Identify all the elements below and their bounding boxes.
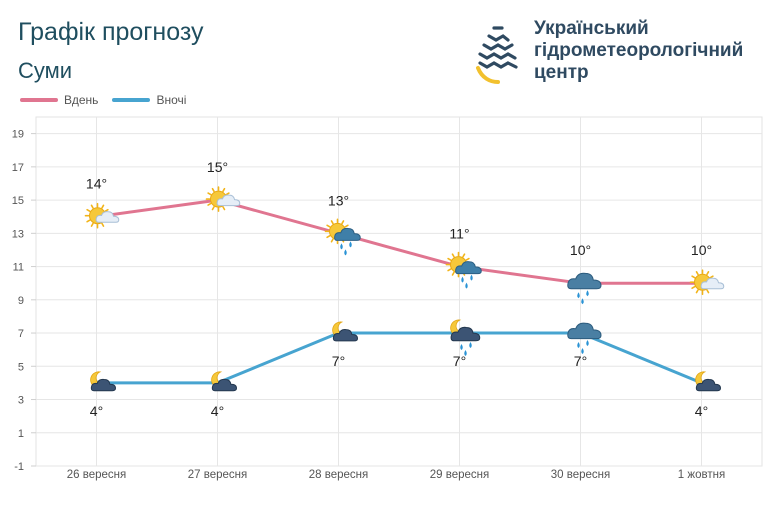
y-tick-label: 9	[18, 295, 24, 307]
logo-line-3: центр	[534, 62, 589, 83]
chart-legend: Вдень Вночі	[20, 93, 200, 107]
y-tick-label: 19	[12, 129, 24, 141]
y-tick-label: 11	[13, 262, 24, 274]
night-temp-label: 4°	[695, 403, 708, 419]
plot-frame	[35, 116, 763, 467]
x-tick-label: 28 вересня	[309, 469, 368, 481]
chart-title: Графік прогнозу	[18, 18, 204, 46]
day-temp-label: 11°	[449, 226, 469, 242]
legend-label-day: Вдень	[64, 93, 99, 107]
ukrhydromet-logo: Український гідрометеорологічний центр	[470, 18, 770, 88]
y-tick-label: 1	[18, 428, 24, 440]
y-tick-label: 13	[12, 228, 24, 240]
night-temp-label: 4°	[90, 403, 103, 419]
sun-cloud-icon	[689, 269, 725, 295]
y-tick-label: 5	[18, 361, 24, 373]
moon-rain-cloud-icon	[450, 319, 481, 357]
moon-cloud-icon	[90, 371, 117, 392]
day-temp-label: 10°	[691, 242, 712, 258]
x-tick-label: 27 вересня	[188, 469, 247, 481]
y-tick-label: 17	[12, 162, 24, 174]
day-temp-label: 10°	[570, 242, 591, 258]
night-series-line	[96, 331, 703, 385]
day-series-line	[96, 198, 702, 285]
rain-cloud-icon	[567, 272, 602, 305]
rain-cloud-icon	[567, 322, 602, 355]
legend-swatch-night	[112, 98, 151, 102]
logo-text: Український гідрометеорологічний центр	[534, 18, 743, 84]
moon-cloud-icon	[695, 371, 722, 392]
day-temp-label: 15°	[207, 159, 228, 175]
city-name: Суми	[18, 58, 73, 83]
legend-item-night[interactable]: Вночі	[112, 93, 186, 107]
x-tick-label: 30 вересня	[551, 469, 610, 481]
legend-item-day[interactable]: Вдень	[20, 93, 98, 107]
night-temp-label: 7°	[332, 353, 345, 369]
x-tick-label: 1 жовтня	[678, 469, 725, 481]
night-temp-label: 4°	[211, 403, 224, 419]
sun-cloud-icon	[84, 202, 120, 229]
moon-cloud-icon	[332, 321, 359, 342]
night-temp-label: 7°	[574, 353, 587, 369]
y-tick-label: 15	[12, 195, 24, 207]
y-tick-label: -1	[14, 461, 24, 473]
y-tick-label: 7	[18, 328, 24, 340]
day-temp-label: 13°	[328, 192, 349, 208]
logo-line-2: гідрометеорологічний	[534, 40, 744, 61]
x-tick-label: 29 вересня	[430, 469, 489, 481]
legend-label-night: Вночі	[156, 93, 187, 107]
x-tick-label: 26 вересня	[67, 469, 126, 481]
legend-swatch-day	[20, 98, 58, 102]
sun-cloud-icon	[205, 186, 241, 212]
day-temp-label: 14°	[86, 176, 107, 192]
sun-rain-cloud-icon	[324, 218, 361, 256]
y-tick-label: 3	[18, 395, 24, 407]
night-temp-label: 7°	[453, 353, 466, 369]
sun-rain-cloud-icon	[445, 251, 482, 289]
logo-line-1: Український	[534, 18, 649, 39]
drop-logo-icon	[476, 20, 520, 84]
moon-cloud-icon	[211, 371, 238, 392]
